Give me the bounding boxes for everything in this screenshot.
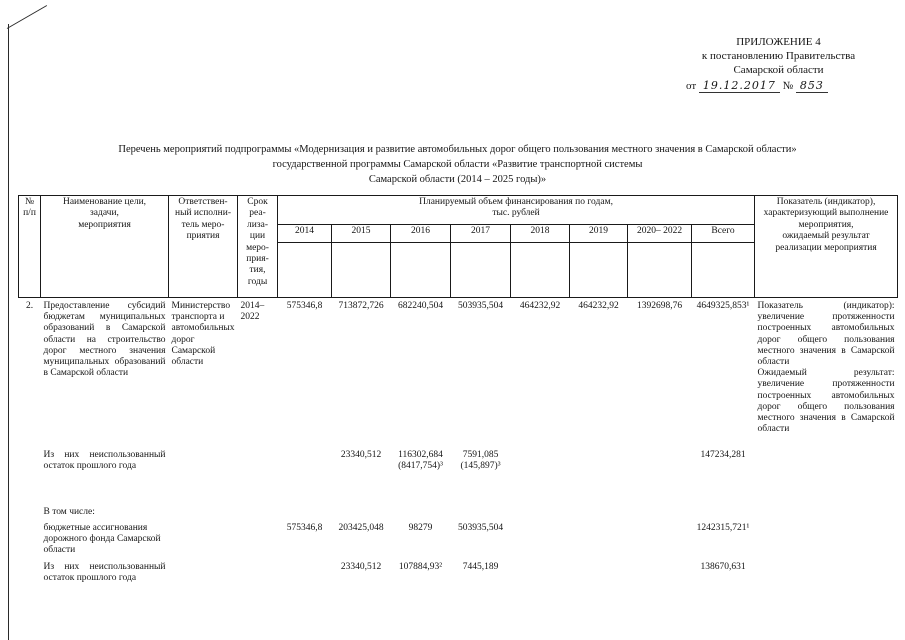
measure-name: В том числе: <box>43 507 95 517</box>
measure-name: Из них неиспользованный остаток прошлого… <box>43 562 166 584</box>
amount-total: 4649325,853¹ <box>696 301 750 311</box>
header-num: № п/п <box>18 195 41 298</box>
header-row-spacer <box>19 242 898 298</box>
amount-2014 <box>278 561 332 599</box>
header-indicator: Показатель (индикатор), характеризующий … <box>754 195 899 298</box>
amount-2020-2022 <box>628 449 692 506</box>
table-row: Из них неиспользованный остаток прошлого… <box>19 561 898 599</box>
year-column-spacer <box>450 242 512 298</box>
table-row: В том числе: <box>19 506 898 522</box>
indicator-text: Показатель (индикатор): увеличение протя… <box>757 301 895 435</box>
header-row-1: № п/п Наименование цели, задачи, меропри… <box>18 195 899 298</box>
amount-total: 1242315,721¹ <box>696 523 750 533</box>
row-number <box>19 449 41 506</box>
title-line1: Перечень мероприятий подпрограммы «Модер… <box>118 144 797 155</box>
responsible-executor: Министерство транспорта и автомобильных … <box>171 301 235 368</box>
amount-2020-2022 <box>628 561 692 599</box>
amount-2016: 98279 <box>408 523 433 533</box>
document-title: Перечень мероприятий подпрограммы «Модер… <box>36 142 879 188</box>
row-number <box>19 561 41 599</box>
amount-2019 <box>570 522 628 561</box>
title-line2: государственной программы Самарской обла… <box>272 159 643 171</box>
amount-2015: 23340,512 <box>340 562 382 572</box>
year-column-spacer <box>569 242 629 298</box>
row-number <box>19 522 41 561</box>
year-column-spacer <box>510 242 571 298</box>
header-year-2018: 2018 <box>510 224 571 243</box>
header-finance-group: Планируемый объем финансирования по года… <box>277 195 756 225</box>
year-column-spacer <box>277 242 333 298</box>
measure-name: Предоставление субсидий бюджетам муницип… <box>43 301 166 379</box>
header-name: Наименование цели, задачи, мероприятия <box>40 195 169 298</box>
header-year-2016: 2016 <box>390 224 452 243</box>
year-column-spacer <box>627 242 693 298</box>
amount-2019 <box>570 449 628 506</box>
measures-table: № п/п Наименование цели, задачи, меропри… <box>18 195 899 599</box>
amount-2017: 503935,504 <box>457 301 504 311</box>
amount-2015: 713872,726 <box>338 301 384 311</box>
scan-edge-line <box>8 24 9 640</box>
measure-name: Из них неиспользованный остаток прошлого… <box>43 450 166 472</box>
amount-2020-2022: 1392698,76 <box>636 301 683 311</box>
appendix-line3: Самарской области <box>733 63 824 76</box>
year-column-spacer <box>390 242 452 298</box>
header-total: Всего <box>691 224 756 243</box>
amount-2015: 203425,048 <box>338 523 384 533</box>
appendix-line1: ПРИЛОЖЕНИЕ 4 <box>736 36 821 48</box>
amount-2018 <box>511 522 570 561</box>
appendix-line2: к постановлению Правительства <box>701 49 856 62</box>
amount-2015: 23340,512 <box>340 450 382 460</box>
amount-2014: 575346,8 <box>286 301 323 311</box>
amount-2016: 116302,684 (8417,754)³ <box>398 450 443 472</box>
amount-2020-2022 <box>628 522 692 561</box>
handwritten-number: 853 <box>795 79 828 94</box>
amount-2018: 464232,92 <box>519 301 561 311</box>
amount-2014: 575346,8 <box>286 523 323 533</box>
appendix-date-line: от 19.12.2017 № 853 <box>676 79 881 94</box>
measure-name: бюджетные ассигнования дорожного фонда С… <box>43 523 161 556</box>
row-number: 2. <box>25 301 34 311</box>
appendix-block: ПРИЛОЖЕНИЕ 4 к постановлению Правительст… <box>676 36 881 94</box>
amount-2019 <box>570 561 628 599</box>
year-column-spacer <box>691 242 756 298</box>
amount-2016: 682240,504 <box>397 301 444 311</box>
scan-corner-line <box>6 5 48 29</box>
header-year-2019: 2019 <box>569 224 629 243</box>
year-column-spacer <box>331 242 392 298</box>
header-year-2015: 2015 <box>331 224 392 243</box>
amount-2017: 7445,189 <box>462 562 499 572</box>
amount-total: 138670,631 <box>700 562 746 572</box>
amount-total: 147234,281 <box>700 450 746 460</box>
implementation-term: 2014–2022 <box>240 301 265 323</box>
table-row: 2. Предоставление субсидий бюджетам муни… <box>19 298 898 450</box>
amount-2019: 464232,92 <box>578 301 619 311</box>
amount-2016: 107884,93² <box>398 562 443 572</box>
amount-2017: 7591,085 (145,897)³ <box>460 450 501 472</box>
table-row: бюджетные ассигнования дорожного фонда С… <box>19 522 898 561</box>
header-year-2020-2022: 2020– 2022 <box>627 224 693 243</box>
header-term: Срок реа- лиза- ции меро- прия- тия, год… <box>237 195 279 298</box>
amount-2014 <box>278 449 332 506</box>
amount-2018 <box>511 449 570 506</box>
amount-2018 <box>511 561 570 599</box>
table-row: Из них неиспользованный остаток прошлого… <box>19 449 898 506</box>
date-prefix: от <box>686 80 697 93</box>
header-responsible: Ответствен- ный исполни- тель меро- прия… <box>167 195 239 298</box>
header-year-2014: 2014 <box>277 224 333 243</box>
handwritten-date: 19.12.2017 <box>698 79 780 94</box>
header-year-2017: 2017 <box>450 224 512 243</box>
title-line3: Самарской области (2014 – 2025 годы)» <box>368 174 547 186</box>
amount-2017: 503935,504 <box>457 523 504 533</box>
number-sign: № <box>782 80 794 93</box>
